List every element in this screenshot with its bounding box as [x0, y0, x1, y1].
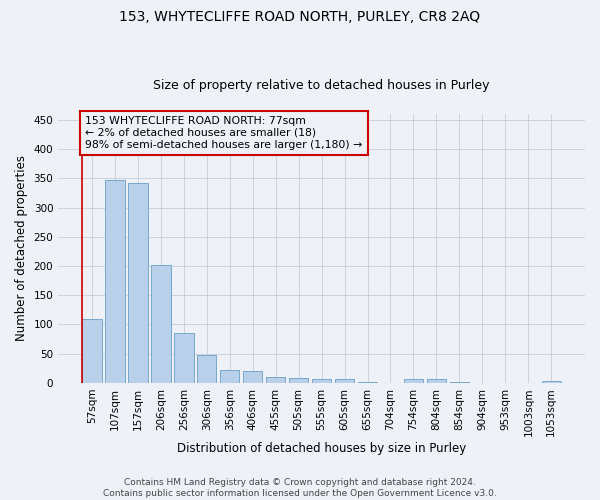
- Bar: [197, 356, 217, 383]
- Bar: [174, 334, 194, 383]
- Text: Contains HM Land Registry data © Crown copyright and database right 2024.
Contai: Contains HM Land Registry data © Crown c…: [103, 478, 497, 498]
- Bar: [404, 379, 423, 383]
- Bar: [243, 370, 262, 383]
- Title: Size of property relative to detached houses in Purley: Size of property relative to detached ho…: [154, 79, 490, 92]
- Bar: [335, 380, 355, 383]
- Text: 153, WHYTECLIFFE ROAD NORTH, PURLEY, CR8 2AQ: 153, WHYTECLIFFE ROAD NORTH, PURLEY, CR8…: [119, 10, 481, 24]
- Bar: [449, 382, 469, 383]
- Bar: [427, 379, 446, 383]
- Bar: [542, 380, 561, 383]
- Bar: [220, 370, 239, 383]
- Text: 153 WHYTECLIFFE ROAD NORTH: 77sqm
← 2% of detached houses are smaller (18)
98% o: 153 WHYTECLIFFE ROAD NORTH: 77sqm ← 2% o…: [85, 116, 362, 150]
- Bar: [128, 183, 148, 383]
- Bar: [266, 377, 286, 383]
- Y-axis label: Number of detached properties: Number of detached properties: [15, 156, 28, 342]
- X-axis label: Distribution of detached houses by size in Purley: Distribution of detached houses by size …: [177, 442, 466, 455]
- Bar: [358, 382, 377, 383]
- Bar: [82, 318, 101, 383]
- Bar: [289, 378, 308, 383]
- Bar: [151, 265, 170, 383]
- Bar: [105, 180, 125, 383]
- Bar: [312, 379, 331, 383]
